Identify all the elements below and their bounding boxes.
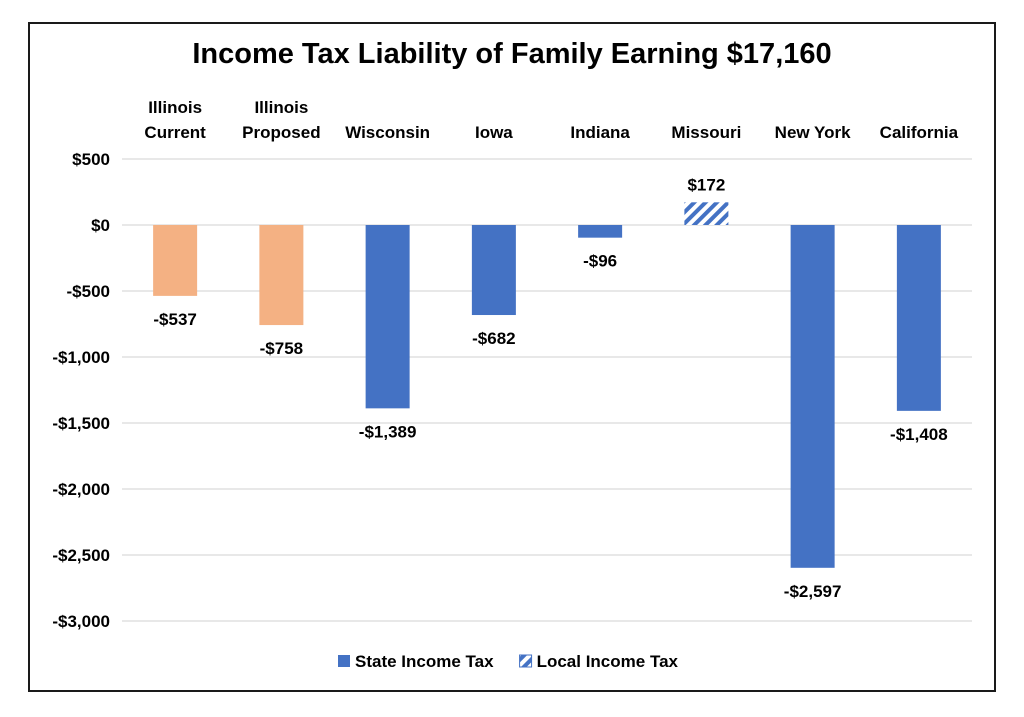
bars bbox=[153, 202, 941, 568]
category-label: Missouri bbox=[671, 123, 741, 142]
bar bbox=[790, 225, 835, 568]
bar bbox=[471, 225, 516, 316]
data-label: -$758 bbox=[260, 339, 303, 358]
category-label: Illinois Proposed bbox=[242, 98, 320, 142]
data-label: -$1,408 bbox=[890, 425, 948, 444]
data-label: $172 bbox=[687, 175, 725, 194]
legend-label: Local Income Tax bbox=[537, 652, 679, 671]
y-tick-label: -$3,000 bbox=[52, 612, 110, 631]
data-labels: -$537 -$758 -$1,389 -$682 -$96 $172 -$2,597 -$1… bbox=[153, 175, 947, 601]
data-label: -$1,389 bbox=[359, 422, 417, 441]
legend-swatch bbox=[338, 655, 350, 667]
y-axis: $500 $0 -$500 -$1,000 -$1,500 -$2,000 -$2,500 -… bbox=[52, 150, 110, 631]
y-tick-label: -$2,000 bbox=[52, 480, 110, 499]
gridlines bbox=[122, 158, 972, 622]
legend-label: State Income Tax bbox=[355, 652, 494, 671]
bar bbox=[896, 225, 941, 411]
y-tick-label: -$2,500 bbox=[52, 546, 110, 565]
category-label: Wisconsin bbox=[345, 123, 430, 142]
y-tick-label: -$1,000 bbox=[52, 348, 110, 367]
legend-swatch bbox=[519, 654, 533, 668]
data-label: -$96 bbox=[583, 252, 617, 271]
y-tick-label: -$1,500 bbox=[52, 414, 110, 433]
bar bbox=[684, 202, 729, 225]
legend: State Income Tax Local Income Tax bbox=[338, 652, 679, 671]
data-label: -$682 bbox=[472, 329, 515, 348]
data-label: -$537 bbox=[153, 310, 196, 329]
category-label: Illinois Current bbox=[144, 98, 206, 142]
bar bbox=[578, 225, 623, 238]
bar bbox=[365, 225, 410, 409]
bar bbox=[259, 225, 304, 326]
bar bbox=[153, 225, 198, 296]
category-labels: Illinois Current Illinois Proposed Wisconsin… bbox=[144, 98, 958, 142]
category-label: California bbox=[880, 123, 959, 142]
category-label: Indiana bbox=[570, 123, 630, 142]
chart-title: Income Tax Liability of Family Earning $… bbox=[192, 38, 832, 70]
category-label: Iowa bbox=[475, 123, 513, 142]
data-label: -$2,597 bbox=[784, 582, 842, 601]
category-label: New York bbox=[775, 123, 851, 142]
y-tick-label: $0 bbox=[91, 216, 110, 235]
y-tick-label: $500 bbox=[72, 150, 110, 169]
y-tick-label: -$500 bbox=[67, 282, 110, 301]
